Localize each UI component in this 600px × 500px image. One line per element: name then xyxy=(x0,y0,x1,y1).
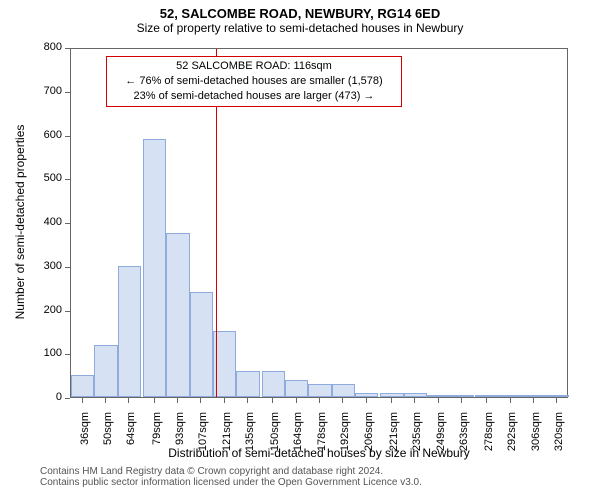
attribution-footer: Contains HM Land Registry data © Crown c… xyxy=(40,466,422,488)
annotation-box: 52 SALCOMBE ROAD: 116sqm← 76% of semi-de… xyxy=(106,56,402,107)
y-tick-label: 500 xyxy=(22,172,62,184)
x-tick-label: 263sqm xyxy=(458,412,470,451)
annotation-line: 23% of semi-detached houses are larger (… xyxy=(111,89,397,104)
x-tick-mark xyxy=(461,398,462,403)
y-tick-label: 700 xyxy=(22,85,62,97)
y-tick-mark xyxy=(65,136,70,137)
y-tick-label: 200 xyxy=(22,304,62,316)
histogram-bar xyxy=(404,393,427,397)
annotation-line: ← 76% of semi-detached houses are smalle… xyxy=(111,74,397,89)
x-tick-mark xyxy=(128,398,129,403)
y-tick-mark xyxy=(65,48,70,49)
x-tick-mark xyxy=(200,398,201,403)
x-tick-mark xyxy=(177,398,178,403)
histogram-bar xyxy=(190,292,213,397)
x-tick-label: 192sqm xyxy=(339,412,351,451)
histogram-bar xyxy=(143,139,166,397)
y-tick-mark xyxy=(65,398,70,399)
histogram-bar xyxy=(522,395,545,397)
x-tick-mark xyxy=(510,398,511,403)
y-tick-label: 0 xyxy=(22,391,62,403)
x-tick-label: 249sqm xyxy=(435,412,447,451)
x-tick-mark xyxy=(82,398,83,403)
title-line2: Size of property relative to semi-detach… xyxy=(0,21,600,35)
y-tick-mark xyxy=(65,223,70,224)
y-tick-label: 300 xyxy=(22,260,62,272)
x-tick-mark xyxy=(247,398,248,403)
x-tick-label: 221sqm xyxy=(388,412,400,451)
y-tick-mark xyxy=(65,92,70,93)
x-tick-mark xyxy=(319,398,320,403)
y-tick-label: 400 xyxy=(22,216,62,228)
footer-line2: Contains public sector information licen… xyxy=(40,477,422,488)
y-tick-label: 800 xyxy=(22,41,62,53)
x-tick-label: 306sqm xyxy=(530,412,542,451)
x-tick-mark xyxy=(556,398,557,403)
x-tick-label: 79sqm xyxy=(151,412,163,445)
x-tick-mark xyxy=(105,398,106,403)
y-tick-mark xyxy=(65,354,70,355)
annotation-line: 52 SALCOMBE ROAD: 116sqm xyxy=(111,59,397,74)
x-tick-label: 121sqm xyxy=(221,412,233,451)
histogram-bar xyxy=(71,375,94,397)
x-tick-label: 93sqm xyxy=(174,412,186,445)
x-tick-label: 135sqm xyxy=(244,412,256,451)
histogram-bar xyxy=(285,380,308,398)
histogram-bar xyxy=(499,395,522,397)
x-tick-label: 292sqm xyxy=(507,412,519,451)
title-line1: 52, SALCOMBE ROAD, NEWBURY, RG14 6ED xyxy=(0,6,600,21)
x-tick-mark xyxy=(224,398,225,403)
footer-line1: Contains HM Land Registry data © Crown c… xyxy=(40,466,422,477)
x-tick-mark xyxy=(391,398,392,403)
histogram-bar xyxy=(332,384,355,397)
x-tick-mark xyxy=(272,398,273,403)
y-tick-mark xyxy=(65,179,70,180)
x-tick-label: 206sqm xyxy=(363,412,375,451)
y-tick-label: 600 xyxy=(22,129,62,141)
histogram-bar xyxy=(94,345,117,398)
x-tick-label: 64sqm xyxy=(126,412,138,445)
histogram-bar xyxy=(355,393,378,397)
histogram-bar xyxy=(380,393,403,397)
x-tick-mark xyxy=(342,398,343,403)
y-tick-mark xyxy=(65,311,70,312)
x-tick-label: 150sqm xyxy=(269,412,281,451)
x-tick-label: 178sqm xyxy=(316,412,328,451)
x-tick-mark xyxy=(438,398,439,403)
histogram-bar xyxy=(118,266,141,397)
x-tick-label: 278sqm xyxy=(483,412,495,451)
histogram-bar xyxy=(546,395,569,397)
histogram-bar xyxy=(236,371,259,397)
x-tick-label: 50sqm xyxy=(102,412,114,445)
y-tick-mark xyxy=(65,267,70,268)
histogram-bar xyxy=(308,384,331,397)
x-tick-label: 320sqm xyxy=(553,412,565,451)
page-title: 52, SALCOMBE ROAD, NEWBURY, RG14 6ED Siz… xyxy=(0,6,600,35)
y-tick-label: 100 xyxy=(22,347,62,359)
histogram-bar xyxy=(475,395,498,397)
x-tick-label: 164sqm xyxy=(293,412,305,451)
x-tick-mark xyxy=(533,398,534,403)
histogram-bar xyxy=(450,395,473,397)
x-tick-mark xyxy=(154,398,155,403)
x-tick-mark xyxy=(486,398,487,403)
x-tick-label: 107sqm xyxy=(197,412,209,451)
histogram-bar xyxy=(166,233,189,397)
histogram-bar xyxy=(427,395,450,397)
histogram-bar xyxy=(262,371,285,397)
x-tick-label: 235sqm xyxy=(411,412,423,451)
x-tick-label: 36sqm xyxy=(79,412,91,445)
x-tick-mark xyxy=(366,398,367,403)
x-tick-mark xyxy=(296,398,297,403)
x-tick-mark xyxy=(414,398,415,403)
